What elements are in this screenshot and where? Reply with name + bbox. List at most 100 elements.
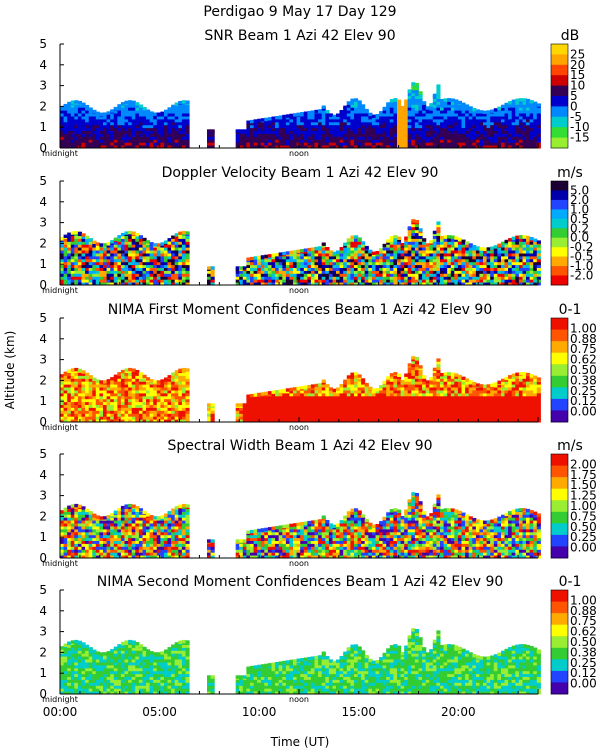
colorbar-unit: m/s [557, 438, 583, 454]
colorbar-swatch [551, 117, 568, 128]
midnight-label: midnight [42, 423, 78, 432]
colorbar-label: -2.0 [570, 269, 593, 283]
y-tick-label: 4 [39, 195, 47, 209]
panel-title: NIMA First Moment Confidences Beam 1 Azi… [108, 302, 492, 318]
heatmap-cells [60, 492, 541, 558]
heatmap-cells [60, 628, 541, 694]
colorbar-swatch [551, 341, 568, 353]
x-tick-label: 00:00 [43, 705, 78, 719]
colorbar-swatch [551, 276, 568, 286]
colorbar-swatch [551, 364, 568, 376]
colorbar-swatch [551, 546, 568, 558]
panel-title: SNR Beam 1 Azi 42 Elev 90 [204, 28, 395, 44]
colorbar-swatch [551, 671, 568, 683]
y-tick-label: 1 [39, 120, 47, 134]
colorbar-swatch [551, 257, 568, 267]
x-axis-label: Time (UT) [270, 735, 330, 749]
y-tick-label: 1 [39, 257, 47, 271]
y-tick-label: 4 [39, 332, 47, 346]
colorbar-swatch [551, 387, 568, 399]
colorbar-swatch [551, 65, 568, 76]
colorbar-swatch [551, 489, 568, 501]
y-tick-label: 3 [39, 216, 47, 230]
y-tick-label: 5 [39, 447, 47, 461]
colorbar-swatch [551, 500, 568, 512]
colorbar-unit: 0-1 [559, 302, 582, 318]
colorbar-swatch [551, 54, 568, 65]
colorbar-swatch [551, 318, 568, 330]
noon-label: noon [289, 286, 309, 295]
colorbar: 2.001.751.501.251.000.750.500.250.00 [551, 454, 597, 558]
heatmap-cells [60, 82, 541, 148]
colorbar-swatch [551, 590, 568, 602]
y-tick-label: 5 [39, 37, 47, 51]
y-tick-label: 1 [39, 394, 47, 408]
colorbar-swatch [551, 86, 568, 97]
colorbar-swatch [551, 191, 568, 201]
colorbar-swatch [551, 209, 568, 219]
y-tick-label: 3 [39, 353, 47, 367]
heatmap-cells [60, 356, 541, 422]
x-tick-label: 15:00 [341, 705, 376, 719]
x-tick-labels: 00:00 05:00 10:00 15:00 20:00 [43, 705, 476, 719]
y-tick-label: 5 [39, 583, 47, 597]
colorbar-swatch [551, 512, 568, 524]
colorbar-swatch [551, 625, 568, 637]
y-tick-label: 2 [39, 509, 47, 523]
colorbar-swatch [551, 399, 568, 411]
panel-title: NIMA Second Moment Confidences Beam 1 Az… [97, 574, 504, 590]
y-tick-label: 2 [39, 373, 47, 387]
y-tick-label: 1 [39, 530, 47, 544]
colorbar-swatch [551, 181, 568, 191]
y-tick-label: 4 [39, 58, 47, 72]
colorbar-swatch [551, 466, 568, 478]
colorbar-swatch [551, 353, 568, 365]
colorbar-swatch [551, 636, 568, 648]
noon-label: noon [289, 559, 309, 568]
x-tick-label: 20:00 [441, 705, 476, 719]
colorbar-swatch [551, 138, 568, 149]
colorbar-unit: dB [561, 28, 580, 44]
y-tick-label: 1 [39, 666, 47, 680]
colorbar-label: 0.00 [570, 541, 597, 555]
noon-label: noon [289, 423, 309, 432]
y-tick-label: 3 [39, 489, 47, 503]
panel-4: Spectral Width Beam 1 Azi 42 Elev 90 m/s 0… [39, 438, 596, 568]
panel-5: NIMA Second Moment Confidences Beam 1 Az… [39, 574, 596, 704]
colorbar: 1.000.880.750.620.500.380.250.120.00 [551, 590, 597, 694]
colorbar-swatch [551, 127, 568, 138]
colorbar: 5.02.01.00.50.20.0-0.2-0.5-1.0-2.0 [551, 181, 593, 285]
x-tick-label: 10:00 [242, 705, 277, 719]
colorbar-swatch [551, 454, 568, 466]
panel-title: Spectral Width Beam 1 Azi 42 Elev 90 [167, 438, 432, 454]
panel-3: NIMA First Moment Confidences Beam 1 Azi… [39, 302, 596, 432]
colorbar-unit: 0-1 [559, 574, 582, 590]
x-tick-label: 05:00 [142, 705, 177, 719]
colorbar-swatch [551, 477, 568, 489]
y-tick-label: 2 [39, 236, 47, 250]
colorbar-swatch [551, 106, 568, 117]
colorbar-swatch [551, 75, 568, 86]
colorbar-swatch [551, 648, 568, 660]
noon-label: noon [289, 695, 309, 704]
midnight-label: midnight [42, 695, 78, 704]
y-tick-label: 5 [39, 174, 47, 188]
figure-title: Perdigao 9 May 17 Day 129 [203, 4, 396, 20]
colorbar-swatch [551, 682, 568, 694]
colorbar-swatch [551, 613, 568, 625]
y-tick-label: 2 [39, 99, 47, 113]
colorbar: 1.000.880.750.620.500.380.250.120.00 [551, 318, 597, 422]
y-tick-label: 2 [39, 645, 47, 659]
colorbar-label: 0.00 [570, 405, 597, 419]
midnight-label: midnight [42, 149, 78, 158]
colorbar-label: -15 [570, 131, 590, 145]
midnight-label: midnight [42, 559, 78, 568]
y-tick-label: 3 [39, 79, 47, 93]
colorbar-swatch [551, 602, 568, 614]
y-tick-label: 4 [39, 604, 47, 618]
y-tick-label: 4 [39, 468, 47, 482]
